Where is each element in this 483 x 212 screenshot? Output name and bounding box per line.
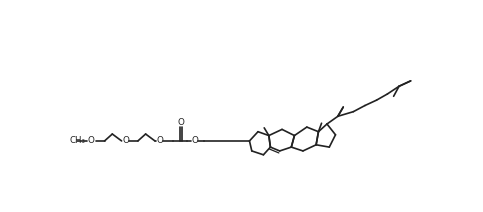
Text: CH₃: CH₃ [70, 137, 85, 145]
Text: O: O [122, 137, 129, 145]
Text: O: O [177, 118, 185, 127]
Text: O: O [88, 137, 95, 145]
Text: O: O [156, 137, 163, 145]
Text: O: O [191, 137, 198, 145]
